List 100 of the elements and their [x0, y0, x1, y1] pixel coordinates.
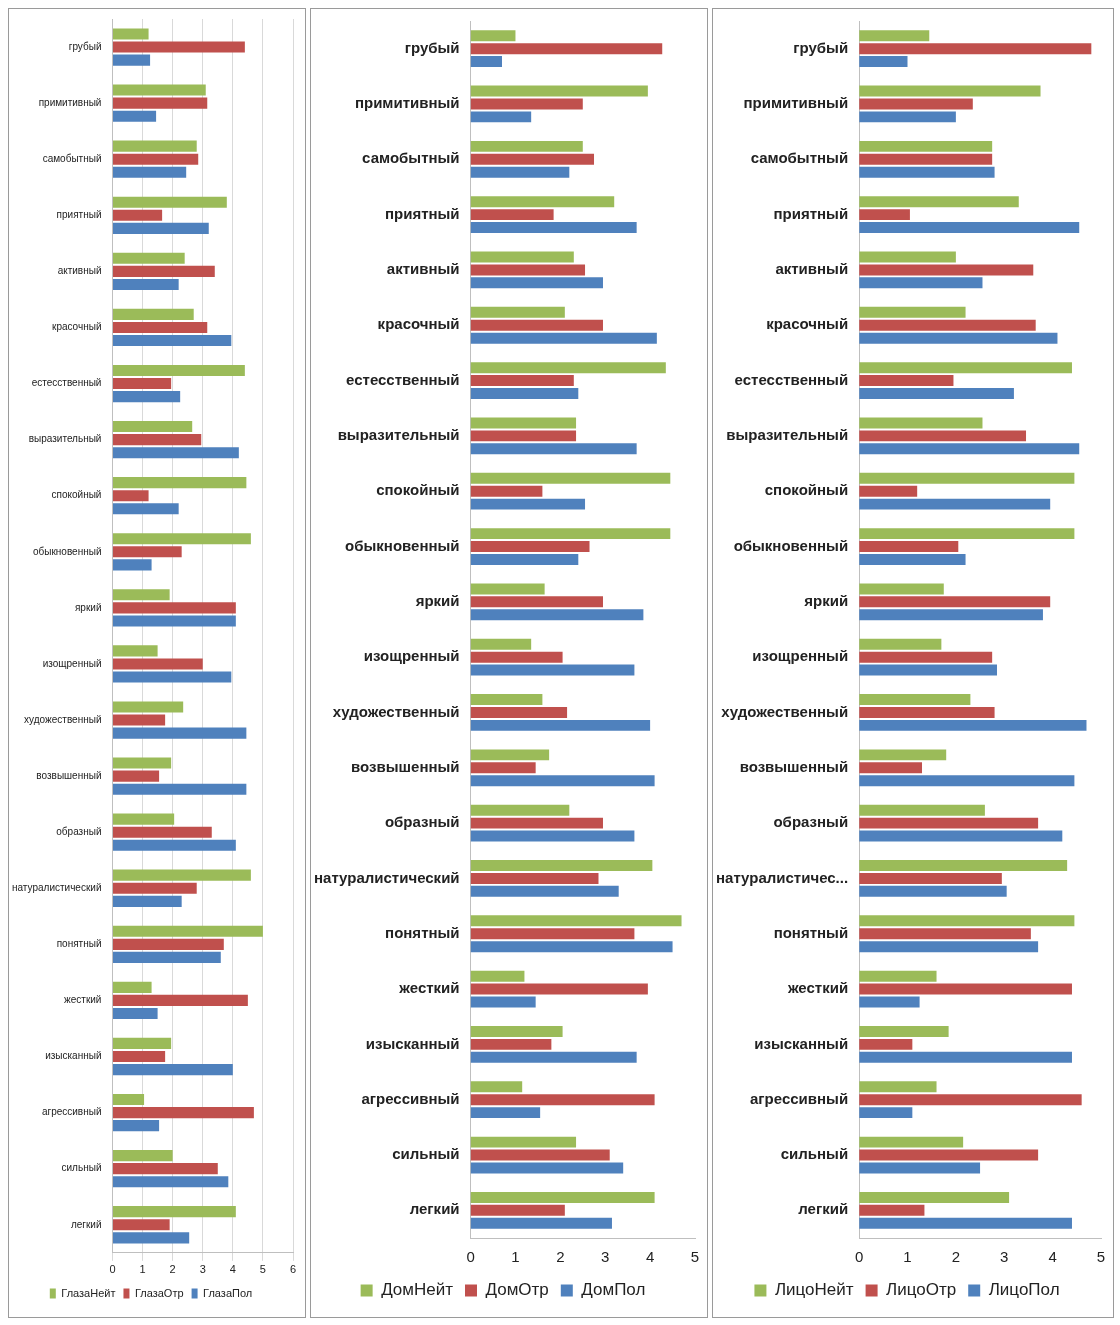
- bar: [859, 1094, 1082, 1106]
- x-tick-label: 1: [903, 1248, 912, 1266]
- y-tick-label: естесственный: [346, 370, 460, 388]
- bar: [470, 1204, 565, 1216]
- bar: [470, 1136, 577, 1148]
- bar: [470, 638, 532, 650]
- bar: [112, 420, 193, 433]
- bar: [470, 1051, 637, 1063]
- y-tick-label: спокойный: [51, 489, 102, 501]
- bar: [859, 264, 1034, 276]
- bar: [112, 1150, 173, 1162]
- y-tick-label: легкий: [70, 1218, 102, 1230]
- bar: [470, 43, 663, 55]
- bar: [112, 84, 206, 96]
- y-tick-label: возвышенный: [351, 757, 460, 775]
- y-tick-label: легкий: [798, 1200, 849, 1218]
- bar: [470, 609, 644, 621]
- bar: [112, 1176, 229, 1188]
- bar: [470, 319, 603, 331]
- y-tick-label: изысканный: [365, 1034, 460, 1052]
- bar: [112, 334, 232, 347]
- bar: [859, 111, 956, 123]
- y-tick-label: образный: [384, 813, 460, 831]
- bar: [859, 43, 1092, 55]
- bar: [112, 308, 194, 320]
- bar: [470, 541, 590, 553]
- bar: [112, 981, 152, 993]
- bar: [112, 882, 197, 894]
- y-tick-label: сильный: [61, 1162, 102, 1174]
- y-tick-label: агрессивный: [750, 1089, 849, 1107]
- bar: [470, 749, 550, 761]
- y-tick-label: естесственный: [734, 370, 849, 388]
- bar: [112, 377, 172, 390]
- bar: [859, 1136, 964, 1148]
- bar: [470, 694, 543, 706]
- bar: [470, 762, 536, 774]
- y-tick-label: понятный: [773, 923, 849, 941]
- legend-label: ГлазаНейт: [61, 1286, 116, 1299]
- bar: [470, 417, 577, 429]
- x-tick-label: 5: [690, 1248, 700, 1266]
- y-tick-label: жесткий: [64, 994, 102, 1006]
- y-tick-label: натуралистический: [314, 868, 460, 886]
- y-tick-label: активный: [386, 260, 460, 278]
- bar: [112, 434, 202, 446]
- y-tick-label: выразительный: [726, 426, 849, 444]
- bar: [859, 1107, 913, 1119]
- bar: [859, 719, 1087, 731]
- bar: [470, 85, 648, 97]
- y-tick-label: грубый: [404, 38, 460, 56]
- bar: [859, 387, 1014, 399]
- bar: [112, 1007, 158, 1020]
- bar: [859, 694, 971, 706]
- bar: [859, 762, 923, 774]
- bar: [112, 278, 179, 291]
- bar: [112, 222, 209, 234]
- x-tick-label: 2: [556, 1248, 565, 1266]
- bar: [470, 1038, 552, 1050]
- bar: [470, 264, 586, 276]
- bar: [859, 209, 910, 221]
- bar: [470, 196, 615, 208]
- bar: [470, 56, 502, 68]
- y-tick-label: яркий: [74, 601, 102, 613]
- bar: [859, 332, 1058, 344]
- bar: [470, 153, 595, 165]
- bar: [470, 553, 579, 565]
- bar: [112, 839, 236, 851]
- bar: [470, 1081, 523, 1093]
- bar: [470, 30, 516, 42]
- bar: [112, 770, 160, 782]
- bar: [470, 996, 536, 1008]
- legend-label: ЛицоНейт: [774, 1280, 854, 1300]
- bar: [470, 941, 673, 953]
- bar: [112, 1163, 218, 1175]
- y-tick-label: изощренный: [42, 657, 102, 669]
- bar: [112, 209, 163, 221]
- y-tick-label: активный: [775, 260, 849, 278]
- bar: [470, 306, 565, 318]
- bar: [470, 1107, 541, 1119]
- y-tick-label: возвышенный: [739, 757, 849, 775]
- bar: [112, 559, 152, 571]
- bar: [112, 391, 181, 403]
- bar: [112, 546, 182, 558]
- bar: [859, 1038, 913, 1050]
- bar: [112, 869, 251, 881]
- y-tick-label: самобытный: [42, 152, 102, 164]
- x-tick-label: 0: [109, 1263, 116, 1276]
- y-tick-label: красочный: [766, 315, 849, 333]
- bar: [112, 140, 197, 152]
- bar: [859, 417, 983, 429]
- bar: [859, 830, 1063, 842]
- bar: [470, 719, 651, 731]
- bar: [112, 1232, 190, 1244]
- bar: [470, 915, 682, 927]
- y-tick-label: легкий: [409, 1200, 460, 1218]
- y-tick-label: яркий: [415, 591, 460, 609]
- bar: [112, 1219, 170, 1231]
- bar: [470, 443, 637, 455]
- bar: [112, 166, 187, 178]
- bar: [112, 265, 215, 277]
- bar: [859, 166, 995, 178]
